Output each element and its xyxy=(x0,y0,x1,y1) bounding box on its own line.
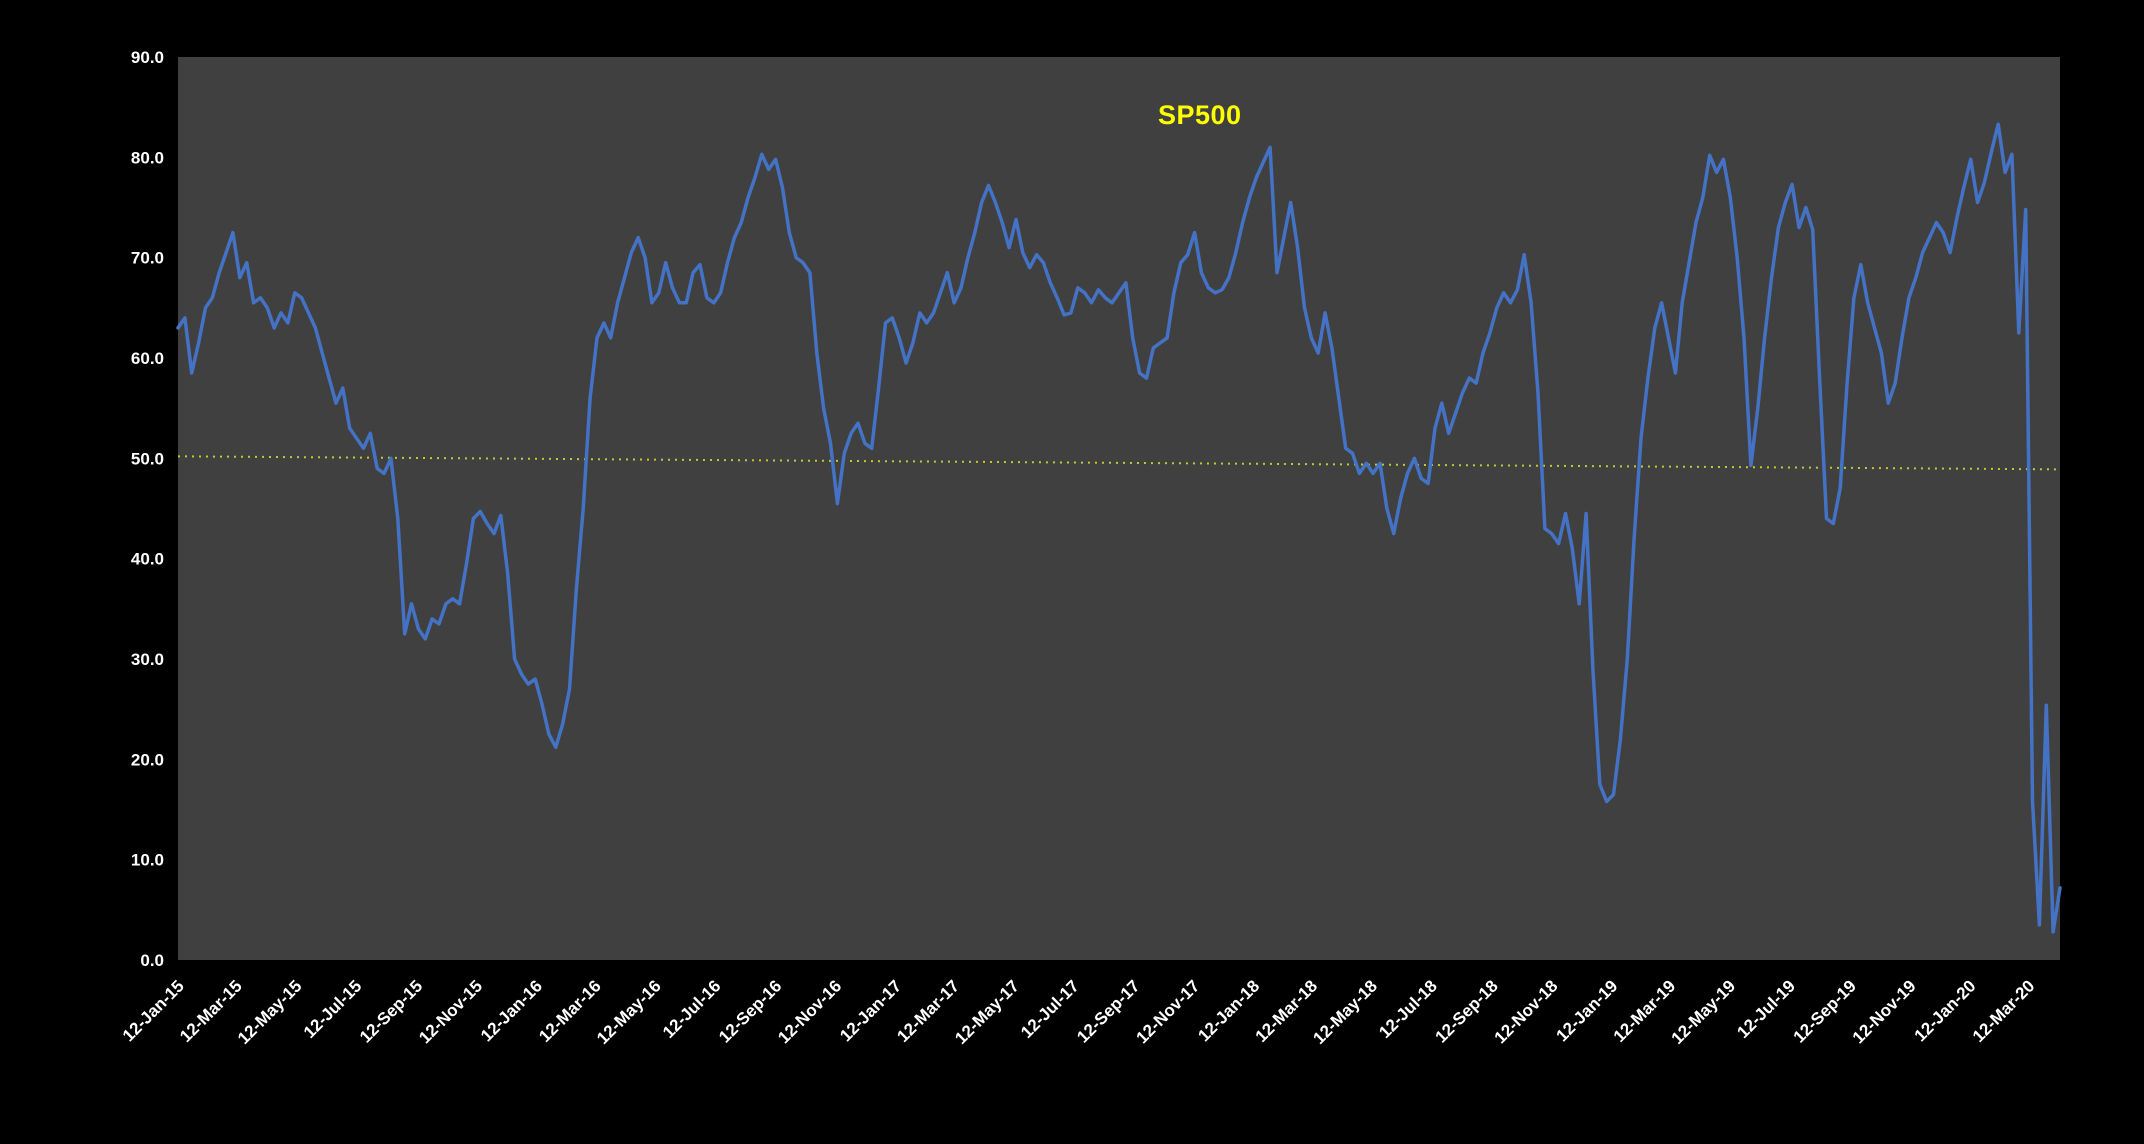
x-axis-tick-label: 12-Nov-18 xyxy=(1491,976,1562,1047)
series-label: SP500 xyxy=(1158,100,1242,130)
y-axis-tick-label: 50.0 xyxy=(131,449,164,468)
x-axis-tick-label: 12-Jan-16 xyxy=(477,976,546,1045)
x-axis-tick-label: 12-May-17 xyxy=(951,976,1023,1048)
y-axis-tick-label: 70.0 xyxy=(131,249,164,268)
x-axis-tick-label: 12-Sep-17 xyxy=(1073,976,1143,1046)
x-axis-tick-label: 12-Nov-16 xyxy=(774,976,845,1047)
y-axis-tick-label: 10.0 xyxy=(131,851,164,870)
sp500-series-line xyxy=(176,122,2062,934)
x-axis-tick-label: 12-Jul-17 xyxy=(1017,976,1083,1042)
x-axis-tick-label: 12-Jul-18 xyxy=(1375,976,1441,1042)
x-axis-tick-label: 12-Jan-20 xyxy=(1911,976,1980,1045)
x-axis-tick-label: 12-May-18 xyxy=(1309,976,1381,1048)
y-axis-tick-label: 0.0 xyxy=(140,951,164,970)
y-axis-tick-label: 20.0 xyxy=(131,750,164,769)
trendline-50 xyxy=(177,455,2061,471)
y-axis-tick-label: 60.0 xyxy=(131,349,164,368)
x-axis-tick-label: 12-Sep-18 xyxy=(1431,976,1501,1046)
x-axis-tick-label: 12-May-19 xyxy=(1668,976,1740,1048)
x-axis-tick-label: 12-Mar-20 xyxy=(1969,976,2039,1046)
x-axis-tick-label: 12-Nov-15 xyxy=(415,976,486,1047)
y-axis-tick-label: 80.0 xyxy=(131,148,164,167)
y-axis-tick-label: 30.0 xyxy=(131,650,164,669)
x-axis-tick-label: 12-Sep-19 xyxy=(1790,976,1860,1046)
x-axis-tick-label: 12-May-16 xyxy=(593,976,665,1048)
x-axis-tick-label: 12-May-15 xyxy=(234,976,306,1048)
x-axis-tick-label: 12-Sep-16 xyxy=(715,976,785,1046)
x-axis-tick-label: 12-Nov-17 xyxy=(1133,976,1204,1047)
x-axis-tick-label: 12-Sep-15 xyxy=(356,976,426,1046)
x-axis-tick-label: 12-Jul-19 xyxy=(1733,976,1799,1042)
x-axis-tick-label: 12-Jul-16 xyxy=(659,976,725,1042)
x-axis-tick-label: 12-Jul-15 xyxy=(300,976,366,1042)
y-axis-tick-label: 90.0 xyxy=(131,48,164,67)
x-axis-tick-label: 12-Nov-19 xyxy=(1849,976,1920,1047)
plot-area xyxy=(178,57,2060,960)
y-axis-tick-label: 40.0 xyxy=(131,550,164,569)
